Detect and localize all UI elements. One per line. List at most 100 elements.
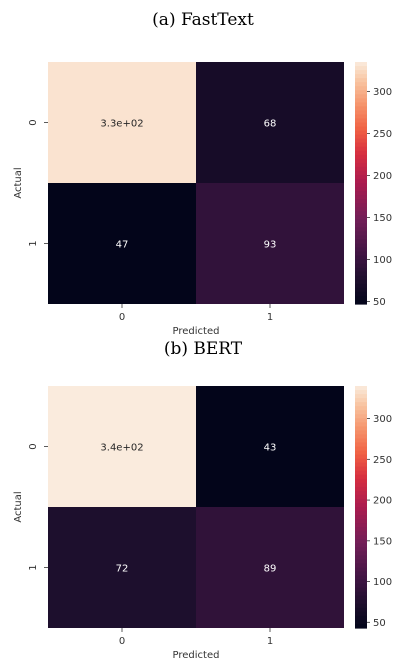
cm0-ylabel: Actual [13,167,24,198]
cm1-colorbar-segment [355,611,367,617]
cm1-colorbar-segment [355,422,367,427]
cm0-colorbar-segment [355,82,367,87]
cm0-cell-r0-c1 [196,62,344,183]
cm1-cell-r0-c0 [48,386,196,507]
cm0-colorbar-label-0: 50 [373,297,386,308]
cm0-colorbar-segment [355,138,367,144]
cm0-colorbar-segment [355,291,367,297]
cm1-colorbar-label-1: 100 [373,577,392,588]
cm0-colorbar-label-3: 200 [373,171,392,182]
cm1-colorbar-segment [355,418,367,423]
cm1-xlabel: Predicted [173,650,220,661]
cm0-annotation-r0-c1: 68 [264,119,277,130]
cm1-colorbar-segment [355,478,367,484]
cm0-colorbar [355,62,367,305]
cm1-colorbar-segment [355,607,367,613]
cm1-colorbar-segment [355,615,367,621]
cm1-colorbar-label-4: 250 [373,455,392,466]
cm0-colorbar-label-2: 150 [373,213,392,224]
cm1-colorbar-segment [355,587,367,593]
cm0-colorbar-segment [355,134,367,140]
cm0-colorbar-segment [355,199,367,204]
cm0-colorbar-segment [355,146,367,152]
cm0-colorbar-segment [355,227,367,232]
cm1-colorbar-segment [355,414,367,419]
cm0-colorbar-segment [355,142,367,148]
cm1-colorbar-segment [355,603,367,609]
fasttext-confusion-matrix: 3.3e+02 68 47 93 0 1 Actual 0 1 Predicted 50 100 150… [13,62,392,337]
cm0-ytick-label-0: 0 [28,119,39,125]
cm1-annotation-r0-c0: 3.4e+02 [100,443,143,454]
cm0-annotation-r1-c0: 47 [116,240,129,251]
cm0-colorbar-segment [355,166,367,172]
caption-bert: (b) BERT [163,339,243,359]
cm1-colorbar-segment [355,535,367,540]
cm1-xtick-label-0: 0 [119,636,125,647]
cm1-colorbar-segment [355,551,367,556]
cm1-colorbar-segment [355,490,367,496]
cm0-colorbar-segment [355,154,367,160]
cm1-colorbar-segment [355,547,367,552]
cm1-colorbar-segment [355,571,367,577]
cm1-colorbar-label-3: 200 [373,496,392,507]
cm0-colorbar-segment [355,98,367,103]
cm0-colorbar-segment [355,251,367,257]
cm1-colorbar-segment [355,406,367,411]
cm0-colorbar-segment [355,267,367,273]
cm0-colorbar-segment [355,299,367,305]
cm0-xtick-label-1: 1 [267,312,273,323]
cm0-colorbar-segment [355,90,367,95]
cm1-colorbar-segment [355,599,367,605]
cm0-colorbar-segment [355,295,367,301]
cm1-cell-r1-c1 [196,507,344,628]
cm0-colorbar-segment [355,215,367,220]
cm0-colorbar-segment [355,275,367,281]
cm1-colorbar-segment [355,519,367,524]
cm0-colorbar-segment [355,247,367,253]
cm1-colorbar-segment [355,438,367,444]
cm0-colorbar-segment [355,126,367,132]
cm1-colorbar-label-2: 150 [373,536,392,547]
cm1-colorbar-segment [355,583,367,589]
cm1-colorbar-segment [355,527,367,532]
cm0-colorbar-segment [355,255,367,261]
cm1-ytick-label-0: 0 [28,443,39,449]
cm0-colorbar-segment [355,271,367,277]
cm1-colorbar-segment [355,454,367,460]
cm1-colorbar-segment [355,555,367,561]
cm0-colorbar-segment [355,74,367,79]
cm1-cell-r1-c0 [48,507,196,628]
cm1-colorbar-segment [355,434,367,440]
cm1-colorbar-segment [355,482,367,488]
cm1-colorbar-segment [355,442,367,448]
cm1-colorbar-segment [355,470,367,476]
cm1-colorbar-segment [355,402,367,407]
cm1-colorbar-segment [355,567,367,573]
cm1-colorbar-segment [355,474,367,480]
cm1-colorbar-segment [355,619,367,625]
cm1-xtick-label-1: 1 [267,636,273,647]
cm0-colorbar-segment [355,62,367,67]
cm0-colorbar-segment [355,70,367,75]
cm1-colorbar-segment [355,591,367,597]
cm1-colorbar-segment [355,563,367,569]
cm0-colorbar-segment [355,178,367,184]
cm0-cell-r0-c0 [48,62,196,183]
bert-confusion-matrix: 3.4e+02 43 72 89 0 1 Actual 0 1 Predicted 50 100 150… [13,386,392,661]
cm1-colorbar-segment [355,450,367,456]
cm0-xlabel: Predicted [173,326,220,337]
cm0-cell-r1-c1 [196,183,344,304]
cm0-colorbar-segment [355,118,367,124]
cm1-colorbar-segment [355,531,367,536]
cm1-ylabel: Actual [13,491,24,522]
cm0-colorbar-segment [355,243,367,249]
cm0-colorbar-segment [355,130,367,136]
cm1-ytick-label-1: 1 [28,564,39,570]
cm1-colorbar-segment [355,559,367,565]
cm1-colorbar-segment [355,623,367,629]
cm1-colorbar-segment [355,539,367,544]
cm1-colorbar-segment [355,426,367,431]
cm1-annotation-r1-c0: 72 [116,564,129,575]
cm1-colorbar-segment [355,502,367,508]
cm1-colorbar-segment [355,486,367,492]
